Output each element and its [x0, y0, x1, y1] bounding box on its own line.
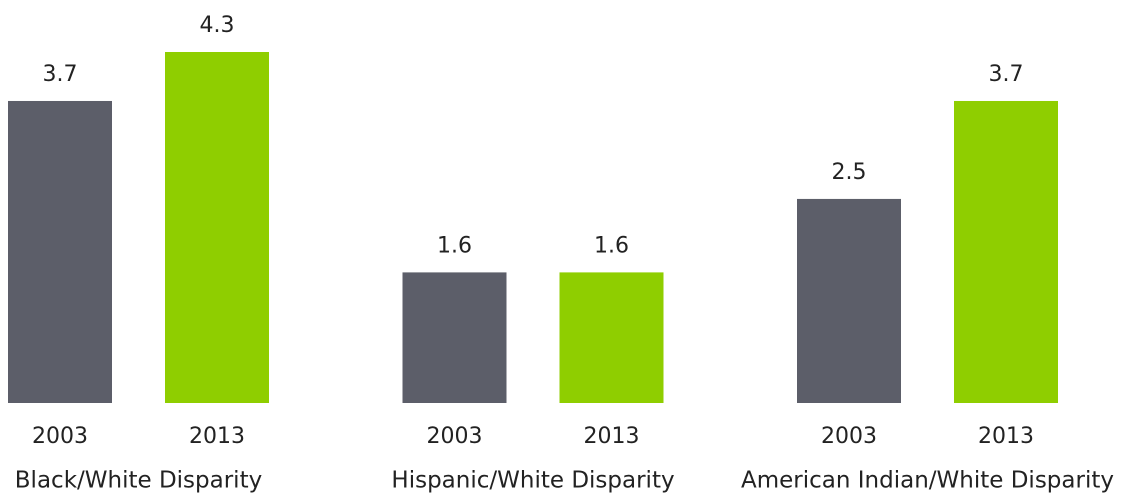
bar — [797, 198, 901, 403]
bar — [954, 100, 1058, 403]
bar — [165, 52, 269, 403]
category-label: Black/White Disparity — [15, 468, 262, 494]
year-label: 2003 — [32, 424, 88, 449]
value-label: 1.6 — [594, 233, 629, 258]
bar — [8, 100, 112, 403]
value-label: 3.7 — [43, 62, 78, 87]
value-label: 1.6 — [437, 233, 472, 258]
value-label: 3.7 — [989, 62, 1024, 87]
year-label: 2013 — [978, 424, 1034, 449]
year-label: 2013 — [584, 424, 640, 449]
value-label: 4.3 — [200, 13, 235, 38]
value-label: 2.5 — [832, 160, 867, 185]
year-label: 2003 — [427, 424, 483, 449]
year-label: 2013 — [189, 424, 245, 449]
year-label: 2003 — [821, 424, 877, 449]
category-label: American Indian/White Disparity — [741, 468, 1114, 494]
bar — [402, 272, 507, 403]
category-label: Hispanic/White Disparity — [391, 468, 674, 494]
bar — [559, 272, 664, 403]
